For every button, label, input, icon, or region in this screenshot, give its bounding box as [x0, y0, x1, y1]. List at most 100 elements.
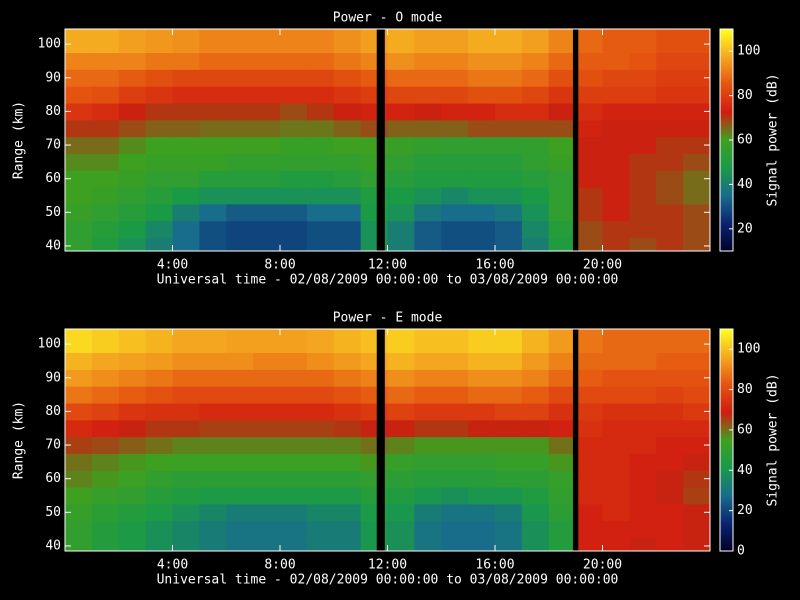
heat-cell [414, 537, 442, 552]
heat-cell [521, 403, 550, 421]
heat-cell [548, 187, 577, 205]
heat-cell [629, 220, 657, 239]
heat-cell [118, 503, 147, 522]
heat-cell [280, 403, 308, 421]
heat-cell [414, 187, 442, 205]
heat-cell [683, 153, 711, 171]
heat-cell [414, 503, 442, 522]
x-tick-label: 16:00 [475, 258, 514, 273]
heat-cell [387, 537, 415, 552]
heat-cell [387, 103, 415, 121]
heat-cell [306, 237, 335, 252]
heat-cell [495, 153, 523, 171]
heat-cell [226, 103, 254, 121]
heat-cell [575, 86, 603, 104]
heat-cell [683, 220, 711, 239]
heat-cell [280, 136, 308, 154]
heat-cell [226, 520, 254, 539]
heat-cell [253, 119, 281, 138]
heat-cell [629, 187, 657, 205]
heat-cell [65, 453, 93, 471]
heat-cell [306, 352, 335, 370]
heat-cell [253, 386, 281, 404]
heat-cell [172, 436, 200, 454]
heat-cell [414, 419, 442, 438]
heat-cell [548, 537, 577, 552]
heat-cell [145, 29, 173, 54]
colorbar-tick-label: 100 [737, 342, 760, 357]
heat-cell [199, 187, 227, 205]
heat-cell [495, 220, 523, 239]
heat-cell [683, 52, 711, 70]
heat-cell [575, 403, 603, 421]
heat-cell [602, 203, 630, 222]
heat-cell [441, 329, 469, 354]
heat-cell [495, 487, 523, 505]
heat-cell [91, 537, 120, 552]
heat-cell [602, 520, 630, 539]
heat-cell [333, 386, 362, 404]
heat-cell [521, 52, 550, 70]
heat-cell [521, 153, 550, 171]
heat-cell [253, 170, 281, 188]
heat-cell [414, 203, 442, 222]
heat-cell [145, 153, 173, 171]
heat-cell [414, 86, 442, 104]
heat-cell [333, 136, 362, 154]
heat-cell [495, 503, 523, 522]
heat-cell [91, 453, 120, 471]
heat-cell [441, 69, 469, 87]
heat-cell [521, 69, 550, 87]
heat-cell [280, 369, 308, 387]
y-tick-label: 70 [45, 138, 61, 153]
y-tick-label: 40 [45, 538, 61, 553]
heat-cell [629, 520, 657, 539]
heat-cell [656, 520, 684, 539]
heat-cell [172, 187, 200, 205]
heat-cell [629, 153, 657, 171]
heat-cell [333, 103, 362, 121]
heat-cell [172, 520, 200, 539]
heat-cell [65, 29, 93, 54]
heat-cell [683, 537, 711, 552]
colorbar-tick-label: 100 [737, 44, 760, 59]
heat-cell [548, 69, 577, 87]
heat-cell [226, 537, 254, 552]
heat-cell [65, 237, 93, 252]
heat-cell [145, 187, 173, 205]
heat-cell [683, 119, 711, 138]
heat-cell [468, 103, 496, 121]
heat-cell [118, 29, 147, 54]
heat-cell [683, 237, 711, 252]
heat-cell [575, 170, 603, 188]
heat-cell [172, 52, 200, 70]
heat-cell [65, 329, 93, 354]
heat-cell [91, 69, 120, 87]
heat-cell [306, 86, 335, 104]
y-tick-label: 70 [45, 438, 61, 453]
heat-cell [306, 487, 335, 505]
heat-cell [468, 203, 496, 222]
heat-cell [521, 537, 550, 552]
heat-cell [387, 503, 415, 522]
heat-cell [172, 220, 200, 239]
y-tick-label: 60 [45, 471, 61, 486]
heat-cell [280, 419, 308, 438]
heat-cell [656, 329, 684, 354]
heat-cell [91, 29, 120, 54]
heat-cell [602, 220, 630, 239]
heat-cell [683, 329, 711, 354]
heat-cell [629, 329, 657, 354]
heat-cell [629, 29, 657, 54]
heat-cell [495, 119, 523, 138]
heat-cell [145, 136, 173, 154]
heat-cell [333, 29, 362, 54]
heat-cell [575, 187, 603, 205]
heat-cell [280, 69, 308, 87]
heat-cell [280, 436, 308, 454]
heat-cell [683, 187, 711, 205]
heat-cell [65, 470, 93, 488]
colorbar-tick-label: 20 [737, 503, 753, 518]
heat-cell [118, 220, 147, 239]
